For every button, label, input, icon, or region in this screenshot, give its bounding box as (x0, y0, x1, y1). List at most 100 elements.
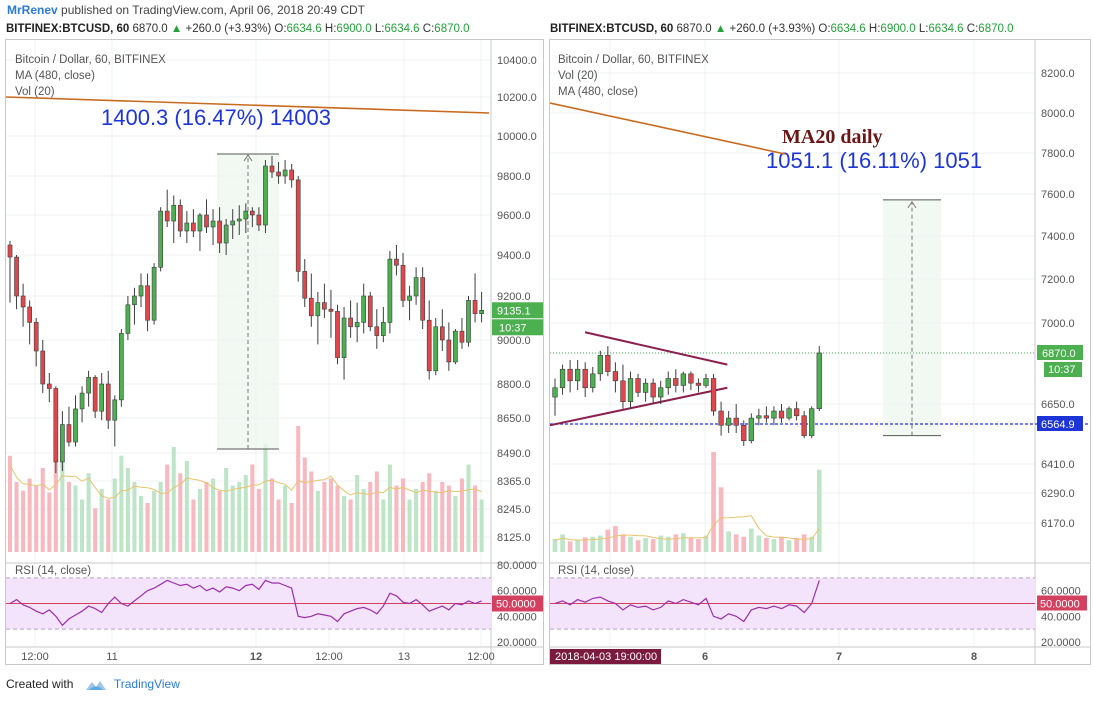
author-link[interactable]: MrRenev (7, 3, 58, 17)
volume-bar (688, 537, 694, 552)
candle-body (801, 415, 807, 436)
volume-bar (575, 540, 580, 552)
left-chart-svg[interactable]: 1400.3 (16.47%) 14003 10400.0 10200.0 1000… (6, 40, 543, 664)
candle-body (256, 214, 262, 226)
tradingview-link[interactable]: TradingView (113, 677, 180, 691)
volume-bar (628, 536, 633, 552)
volume-bar (165, 464, 170, 552)
candle-body (479, 309, 484, 314)
open-label: O: (274, 23, 287, 35)
volume-bar (60, 433, 65, 552)
last-price: 6870.0 (676, 23, 712, 35)
volume-bar (256, 489, 261, 552)
volume-bar (348, 499, 353, 552)
time-tick-label: 13 (398, 651, 410, 663)
triangle-lower-line (550, 386, 728, 427)
volume-bar (726, 531, 731, 552)
volume-bar (620, 534, 626, 552)
ma20-annotation: MA20 daily (782, 126, 883, 148)
symbol-label: BITFINEX:BTCUSD, 60 (550, 23, 674, 35)
candle-body (73, 408, 78, 443)
volume-bar (786, 540, 792, 552)
volume-bar (741, 536, 747, 552)
price-change: +260.0 (+3.93%) (185, 23, 272, 35)
candle-body (816, 352, 822, 410)
rsi-tick-label: 20.0000 (497, 637, 537, 649)
volume-bar (73, 485, 78, 552)
volume-bar (635, 540, 641, 552)
candle-body (119, 333, 124, 401)
volume-bar (696, 539, 701, 552)
volume-bar (665, 536, 671, 552)
candle-body (151, 267, 157, 321)
volume-bar (355, 475, 360, 552)
volume-bar (335, 485, 340, 552)
volume-bar (80, 499, 85, 552)
candle-body (191, 222, 196, 232)
volume-bar (328, 478, 333, 552)
candle-body (33, 322, 39, 352)
volume-bar (99, 489, 104, 552)
volume-bar (243, 475, 248, 552)
price-tick-label: 10000.0 (497, 131, 537, 143)
volume-bar (673, 534, 679, 552)
candle-body (459, 330, 465, 343)
volume-bar (552, 539, 558, 552)
volume-bar (605, 529, 611, 552)
volume-bar (322, 482, 327, 552)
candle-body (289, 169, 294, 181)
rsi-tick-label: 60.0000 (1041, 586, 1081, 598)
candle-body (597, 355, 603, 375)
volume-bar (145, 503, 150, 552)
volume-bar (27, 478, 32, 552)
candle-body (771, 410, 777, 419)
candle-body (46, 383, 52, 389)
last-price: 6870.0 (132, 23, 168, 35)
volume-bar (34, 485, 39, 552)
candle-body (322, 302, 327, 310)
candle-body (407, 295, 412, 301)
candle-body (263, 165, 268, 226)
price-tick-label: 10400.0 (497, 55, 537, 67)
close-label: C: (422, 23, 435, 35)
candle-body (145, 285, 150, 321)
candle-body (112, 399, 118, 421)
candle-body (236, 218, 242, 222)
price-change: +260.0 (+3.93%) (729, 23, 816, 35)
volume-bar (453, 496, 458, 552)
rsi-value-tag-text: 50.0000 (1040, 599, 1080, 611)
candle-body (582, 368, 588, 389)
volume-bar (466, 464, 471, 552)
candle-body (793, 408, 800, 417)
price-tick-label: 7800.0 (1041, 148, 1075, 160)
volume-bar (440, 482, 445, 552)
candle-body (559, 368, 566, 389)
left-chart-panel[interactable]: 1400.3 (16.47%) 14003 10400.0 10200.0 1000… (5, 39, 544, 665)
price-tick-label: 8490.0 (497, 448, 531, 460)
volume-bar (414, 489, 419, 552)
candle-body (741, 424, 747, 442)
price-tick-label: 9800.0 (497, 171, 531, 183)
tradingview-logo-icon (85, 680, 106, 690)
rsi-line (554, 580, 820, 623)
candle-body (164, 210, 170, 222)
volume-bar (217, 490, 222, 552)
candle-body (204, 214, 209, 228)
candle-body (786, 408, 792, 419)
candle-body (328, 308, 334, 312)
time-tick-label: 8 (971, 651, 977, 663)
candle-body (177, 204, 183, 232)
candle-body (367, 295, 373, 328)
candle-body (627, 378, 634, 402)
volume-bar (748, 528, 754, 552)
last-price-tag (1037, 345, 1083, 360)
volume-bar (613, 526, 618, 552)
rsi-line (9, 579, 482, 627)
publish-bar: MrRenev published on TradingView.com, Ap… (0, 0, 1094, 20)
candle-body (703, 378, 709, 386)
right-chart-panel[interactable]: 1051.1 (16.11%) 1051 MA20 daily 8200.0 800… (549, 39, 1091, 665)
candle-body (642, 382, 649, 393)
close-value: 6870.0 (434, 23, 470, 35)
candle-body (7, 244, 13, 258)
